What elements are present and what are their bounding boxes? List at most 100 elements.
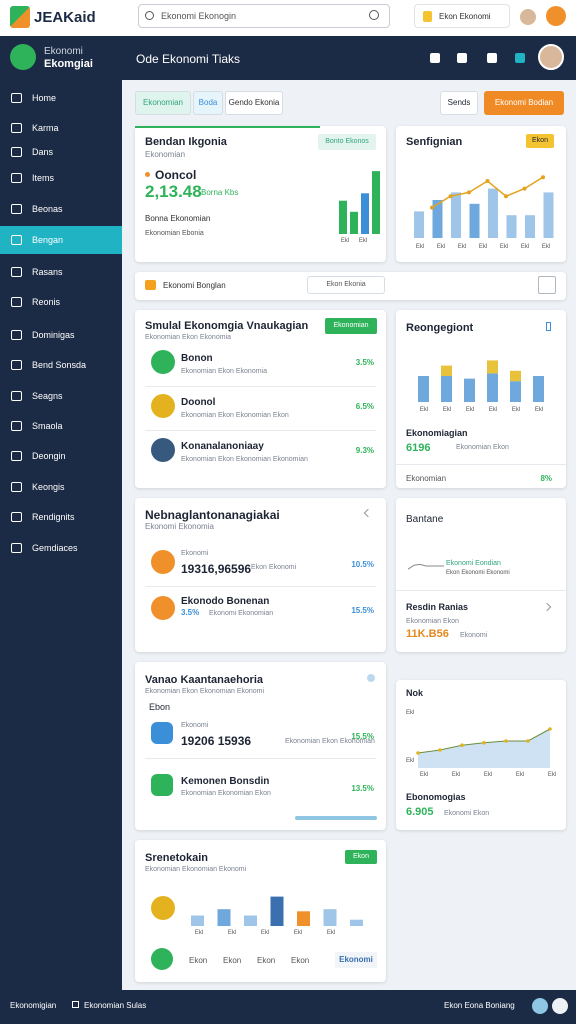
pct: 8% bbox=[540, 474, 552, 483]
tab[interactable]: Boda bbox=[193, 91, 223, 115]
chevron bbox=[363, 508, 373, 518]
x-label: Ekl bbox=[359, 238, 367, 244]
notification[interactable]: Ekon Ekonomi bbox=[414, 4, 510, 28]
bar bbox=[510, 381, 521, 402]
sub: Ekonomian Ekon bbox=[406, 618, 459, 625]
icon-button[interactable] bbox=[538, 276, 556, 294]
header-icon[interactable] bbox=[487, 53, 497, 63]
tab[interactable]: Ekonomian bbox=[135, 91, 191, 115]
legend: Ekonomi Eondian bbox=[446, 560, 501, 567]
sidebar-subtitle: Ekomgiai bbox=[44, 58, 93, 70]
nav-item[interactable]: Items bbox=[0, 164, 122, 192]
button[interactable]: Ekon Ekonia bbox=[307, 276, 385, 294]
nav-item[interactable]: Rasans bbox=[0, 258, 122, 286]
point bbox=[548, 727, 552, 731]
header-icon[interactable] bbox=[430, 53, 440, 63]
x-label: Ekl bbox=[500, 244, 508, 250]
card-title: Bantane bbox=[406, 514, 444, 525]
logo: JEAKaid bbox=[34, 9, 96, 26]
x-label: Ekl bbox=[484, 772, 492, 778]
nav-item[interactable]: Dominigas bbox=[0, 321, 122, 349]
nav-item[interactable]: Smaola bbox=[0, 412, 122, 440]
chart: Ekl Ekl Ekl Ekl Ekl Ekl bbox=[418, 360, 544, 413]
legend: Ekon Ekonomi Ekonomi bbox=[446, 570, 510, 576]
nav-item[interactable]: Dans bbox=[0, 138, 122, 166]
button[interactable]: Ekonomian bbox=[325, 318, 377, 334]
item-pct: 3.5% bbox=[355, 358, 374, 367]
point bbox=[448, 194, 453, 199]
divider bbox=[145, 386, 376, 387]
item-sub: Ekonomian Ekon Ekonomia bbox=[181, 368, 267, 375]
item-label: Kemonen Bonsdin bbox=[181, 776, 270, 787]
x-label: Ekl bbox=[535, 407, 543, 413]
bar bbox=[533, 376, 544, 402]
chart: Ekl Ekl Ekl Ekl Ekl Ekl Ekl bbox=[406, 710, 556, 778]
area bbox=[418, 729, 550, 768]
item-pct: 15.5% bbox=[351, 606, 374, 615]
nav-item[interactable]: Bend Sonsda bbox=[0, 351, 122, 379]
bar bbox=[361, 193, 369, 234]
nav-item[interactable]: Karma bbox=[0, 114, 122, 142]
x-label: Ekl bbox=[516, 772, 524, 778]
nav-icon bbox=[11, 543, 22, 553]
header-icon[interactable] bbox=[515, 53, 525, 63]
card-title: Srenetokain bbox=[145, 852, 208, 864]
search-text: Ekonomi Ekonogin bbox=[161, 11, 237, 21]
nav-item[interactable]: Seagns bbox=[0, 382, 122, 410]
nav-icon bbox=[11, 147, 22, 157]
icon bbox=[367, 674, 375, 682]
bar bbox=[414, 211, 424, 238]
delta: Borna Kbs bbox=[201, 188, 239, 197]
card-subtitle: Ekonomian Ekonomian Ekonomi bbox=[145, 866, 247, 873]
note: Bonna Ekonomian bbox=[145, 214, 211, 223]
button[interactable]: Sends bbox=[440, 91, 478, 115]
point bbox=[482, 741, 486, 745]
bar bbox=[451, 192, 461, 238]
nav-label: Beonas bbox=[32, 204, 63, 214]
bell bbox=[423, 11, 432, 22]
nav-item[interactable]: Rendignits bbox=[0, 503, 122, 531]
button[interactable]: Ekon bbox=[345, 850, 377, 864]
header-icon[interactable] bbox=[457, 53, 467, 63]
note: Ekonomian Ebonia bbox=[145, 230, 204, 237]
bar bbox=[372, 171, 380, 234]
nav-label: Bend Sonsda bbox=[32, 360, 87, 370]
nav-item[interactable]: Beonas bbox=[0, 195, 122, 223]
icon bbox=[520, 9, 536, 25]
nav-icon bbox=[11, 391, 22, 401]
nav-item[interactable]: Reonis bbox=[0, 288, 122, 316]
foot: Ekonomian bbox=[406, 474, 447, 483]
x-label: Ekl bbox=[228, 930, 236, 936]
icon bbox=[151, 722, 173, 744]
x-label: Ekl bbox=[437, 244, 445, 250]
bar bbox=[441, 376, 452, 402]
button[interactable]: Ekonomi Bodian bbox=[484, 91, 564, 115]
icon bbox=[151, 394, 175, 418]
nav-label: Bengan bbox=[32, 235, 64, 245]
bar bbox=[217, 909, 231, 926]
nav-item[interactable]: Home bbox=[0, 84, 122, 112]
nav-item[interactable]: Bengan bbox=[0, 226, 122, 254]
search-box[interactable]: Ekonomi Ekonogin bbox=[138, 4, 390, 28]
nav-label: Dans bbox=[32, 147, 54, 157]
bar bbox=[297, 911, 310, 926]
nav-label: Deongin bbox=[32, 451, 66, 461]
nav-item[interactable]: Gemdiaces bbox=[0, 534, 122, 562]
item-sub: Ekonomian Ekon Ekonomian bbox=[285, 738, 375, 745]
item-pct: 15.5% bbox=[351, 732, 374, 741]
mix-card: Srenetokain Ekonomian Ekonomian Ekonomi Ek… bbox=[135, 840, 386, 982]
item-value: 3.5% bbox=[181, 608, 200, 617]
nav-item[interactable]: Deongin bbox=[0, 442, 122, 470]
bar bbox=[244, 915, 257, 926]
nav-item[interactable]: Keongis bbox=[0, 473, 122, 501]
item-pct: 6.5% bbox=[355, 402, 374, 411]
bar-top bbox=[487, 360, 498, 374]
point bbox=[504, 739, 508, 743]
icon bbox=[145, 280, 156, 290]
nav-icon bbox=[11, 421, 22, 431]
icon bbox=[145, 172, 150, 177]
divider bbox=[396, 590, 566, 591]
card-title: Bendan Ikgonia bbox=[145, 136, 227, 148]
tab[interactable]: Gendo Ekonia bbox=[225, 91, 283, 115]
badge: Ekon bbox=[526, 134, 554, 148]
